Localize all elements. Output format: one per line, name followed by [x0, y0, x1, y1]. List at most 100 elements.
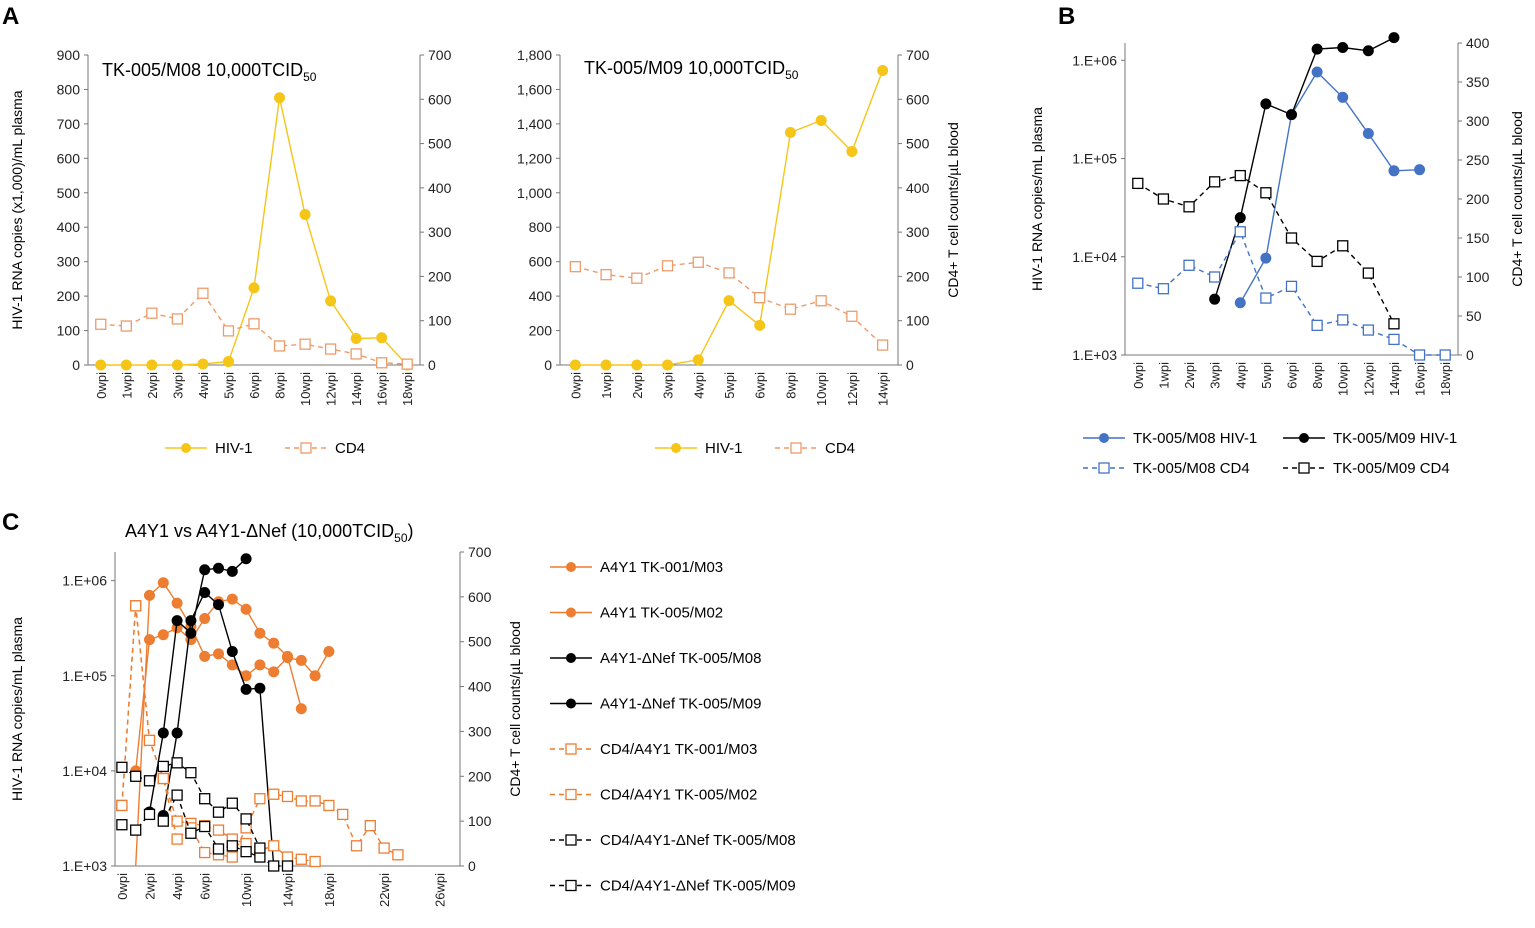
data-point-dot	[144, 634, 155, 646]
series-line	[1239, 70, 1420, 304]
x-tick-label: 18wpi	[400, 372, 415, 406]
data-point-square	[1260, 292, 1272, 304]
data-point-square	[171, 815, 183, 827]
y2-tick-label: 400	[906, 180, 930, 196]
data-point-square	[268, 860, 280, 872]
x-tick-label: 4wpi	[1233, 362, 1248, 389]
data-point-square	[199, 793, 211, 805]
data-point-square	[1183, 259, 1195, 271]
data-point-dot	[213, 648, 224, 660]
data-point-square	[295, 853, 307, 865]
y-tick-label: 1,600	[517, 81, 552, 97]
x-tick-label: 10wpi	[239, 873, 254, 907]
data-point-square	[171, 757, 183, 769]
legend-marker	[565, 834, 577, 846]
y-tick-label: 800	[57, 81, 81, 97]
x-tick-label: 14wpi	[1387, 362, 1402, 396]
data-point-square	[1157, 193, 1170, 205]
chart-title-subscript: 50	[303, 70, 317, 84]
data-point-square	[171, 789, 183, 801]
legend-label: CD4/A4Y1 TK-005/M02	[600, 787, 757, 804]
chart-title-subscript: 50	[394, 531, 408, 545]
legend-marker	[566, 562, 576, 572]
data-point-square	[324, 343, 337, 355]
legend-marker	[1098, 462, 1110, 474]
data-point-dot	[600, 359, 612, 371]
y2-tick-label: 300	[906, 224, 930, 240]
data-point-square	[376, 357, 388, 369]
y2-tick-label: 700	[428, 47, 452, 63]
data-point-dot	[662, 359, 674, 371]
chart-a2: 02004006008001,0001,2001,4001,6001,80001…	[517, 47, 961, 457]
data-point-dot	[199, 564, 211, 576]
x-tick-label: 12wpi	[1361, 362, 1376, 396]
y2-axis-title: CD4+ T cell counts/µL blood	[945, 122, 961, 298]
legend-marker	[1299, 433, 1309, 443]
data-point-dot	[754, 319, 766, 331]
y2-tick-label: 500	[428, 136, 452, 152]
data-point-square	[281, 790, 294, 803]
data-point-square	[268, 840, 280, 852]
data-point-dot	[784, 127, 796, 138]
data-point-square	[1311, 255, 1323, 268]
chart-title-main: TK-005/M09 10,000TCID	[584, 58, 785, 78]
y-tick-label: 1,000	[517, 185, 552, 201]
y2-tick-label: 600	[468, 589, 492, 605]
legend-label: CD4/A4Y1 TK-001/M03	[600, 741, 757, 758]
x-tick-label: 2wpi	[1182, 362, 1197, 389]
y2-tick-label: 300	[468, 723, 492, 739]
data-point-square	[350, 348, 362, 360]
legend-marker	[565, 743, 577, 755]
x-tick-label: 5wpi	[221, 372, 236, 399]
data-point-square	[226, 851, 238, 863]
legend-marker	[566, 607, 576, 618]
legend-marker	[566, 698, 576, 709]
x-tick-label: 1wpi	[1156, 362, 1171, 389]
data-point-dot	[1209, 293, 1221, 305]
data-point-square	[143, 734, 156, 747]
chart-a1: 0 100 200 300 400 500 600 700 800 900 0 100 200 300 40…	[9, 47, 452, 457]
y2-tick-label: 100	[468, 813, 492, 829]
data-point-square	[784, 303, 797, 315]
x-tick-label: 14wpi	[281, 873, 296, 907]
y-tick-label: 200	[529, 323, 553, 339]
legend-label: CD4	[335, 440, 365, 457]
y-tick-label: 1.E+03	[1072, 347, 1117, 363]
y2-tick-label: 500	[468, 634, 492, 650]
data-point-dot	[295, 654, 307, 666]
data-point-square	[157, 760, 169, 773]
y-tick-label: 1,400	[517, 116, 552, 132]
data-point-square	[157, 815, 169, 827]
data-point-square	[1157, 283, 1170, 295]
x-tick-label: 1wpi	[119, 372, 134, 399]
data-point-square	[364, 819, 376, 832]
data-point-dot	[877, 65, 889, 76]
data-point-square	[222, 325, 235, 337]
data-point-square	[378, 842, 390, 854]
y2-tick-label: 600	[906, 91, 930, 107]
chart-title-main: TK-005/M08 10,000TCID	[102, 60, 303, 80]
data-point-dot	[325, 295, 337, 307]
data-point-dot	[1234, 297, 1246, 309]
legend-label: TK-005/M08 HIV-1	[1133, 430, 1257, 447]
legend-marker	[671, 443, 681, 453]
legend-marker	[300, 442, 312, 454]
data-point-dot	[350, 332, 362, 344]
x-tick-label: 12wpi	[324, 372, 339, 406]
y2-tick-label: 300	[428, 224, 452, 240]
data-point-dot	[171, 615, 183, 627]
data-point-square	[1234, 226, 1246, 238]
y2-tick-label: 50	[1466, 308, 1482, 324]
data-point-dot	[1286, 109, 1297, 121]
data-point-square	[212, 824, 225, 836]
data-point-square	[692, 256, 704, 268]
y2-tick-label: 350	[1466, 74, 1490, 90]
data-point-dot	[1414, 164, 1426, 176]
data-point-square	[1362, 324, 1374, 336]
data-point-square	[815, 295, 827, 307]
x-tick-label: 4wpi	[196, 372, 211, 399]
data-point-square	[116, 799, 128, 812]
data-point-square	[569, 261, 582, 273]
y-axis-title: HIV-1 RNA copies (x1,000)/mL plasma	[9, 90, 25, 329]
data-point-square	[1337, 240, 1349, 252]
